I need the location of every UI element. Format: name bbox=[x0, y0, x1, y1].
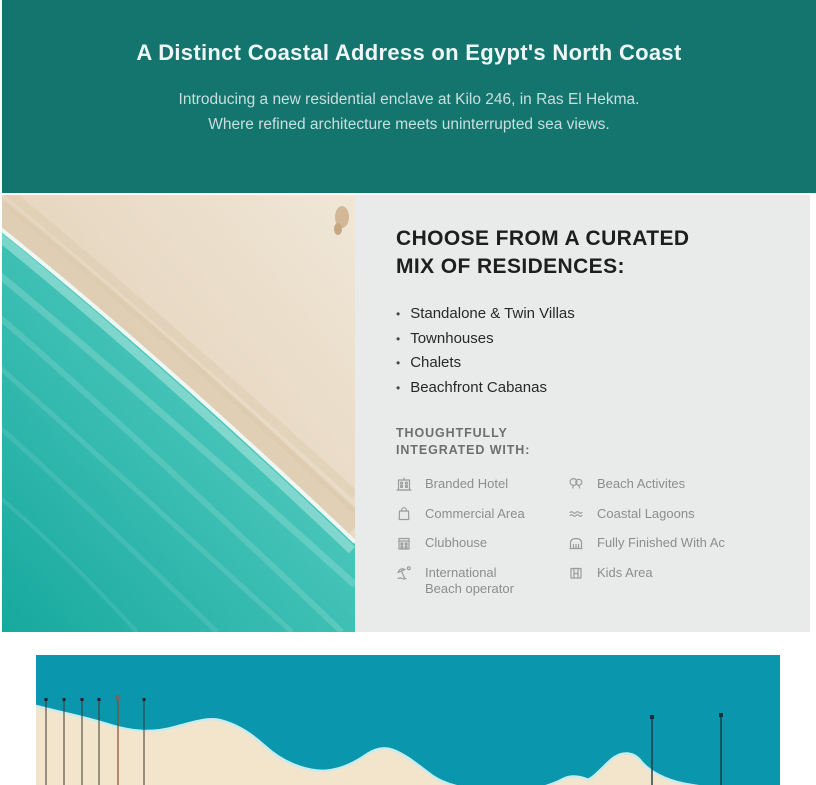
building-columns-icon bbox=[569, 537, 583, 550]
residence-label: Townhouses bbox=[410, 329, 494, 347]
info-panel: CHOOSE FROM A CURATED MIX OF RESIDENCES:… bbox=[355, 195, 810, 632]
amenity-label: International Beach operator bbox=[425, 564, 514, 597]
amenity-commercial-area: Commercial Area bbox=[396, 506, 568, 523]
balloons-icon bbox=[569, 477, 583, 489]
map-pin-icon bbox=[115, 695, 121, 700]
hotel-icon bbox=[396, 477, 412, 491]
amenities-grid: Branded Hotel Beach Activites Commercial… bbox=[396, 476, 780, 598]
amenity-label: Kids Area bbox=[597, 564, 653, 580]
aerial-beach-photo bbox=[2, 195, 355, 632]
amenity-clubhouse: Clubhouse bbox=[396, 535, 568, 552]
residences-list: • Standalone & Twin Villas • Townhouses … bbox=[396, 302, 780, 400]
waves-icon bbox=[569, 510, 583, 517]
amenity-beach-operator: International Beach operator bbox=[396, 565, 568, 598]
amenity-label: Clubhouse bbox=[425, 535, 488, 550]
map-pin-icon bbox=[719, 713, 723, 717]
residences-heading-line-1: CHOOSE FROM A CURATED bbox=[396, 227, 690, 250]
integrated-heading: THOUGHTFULLY INTEGRATED WITH: bbox=[396, 425, 780, 458]
amenity-coastal-lagoons: Coastal Lagoons bbox=[568, 506, 780, 523]
list-item: • Standalone & Twin Villas bbox=[396, 302, 780, 327]
residence-label: Standalone & Twin Villas bbox=[410, 305, 575, 322]
amenity-branded-hotel: Branded Hotel bbox=[396, 476, 568, 493]
residence-label: Chalets bbox=[410, 354, 462, 371]
amenity-fully-finished: Fully Finished With Ac bbox=[568, 535, 780, 552]
clubhouse-icon bbox=[398, 537, 410, 550]
map-pin-icon bbox=[80, 698, 84, 701]
shopping-bag-icon bbox=[398, 506, 410, 520]
coastline-map-art bbox=[36, 655, 780, 785]
integrated-heading-line-2: INTEGRATED WITH: bbox=[396, 442, 531, 457]
map-pin-group-left bbox=[44, 695, 146, 785]
header-banner: A Distinct Coastal Address on Egypt's No… bbox=[2, 0, 816, 193]
amenity-label: Beach Activites bbox=[597, 476, 686, 491]
residence-label: Beachfront Cabanas bbox=[410, 378, 547, 396]
bullet-icon: • bbox=[396, 356, 401, 370]
subtitle-line-1: Introducing a new residential enclave at… bbox=[178, 91, 640, 108]
subtitle-line-2: Where refined architecture meets uninter… bbox=[208, 116, 610, 133]
amenity-label: Branded Hotel bbox=[425, 476, 509, 491]
bullet-icon: • bbox=[396, 307, 401, 321]
header-subtitle: Introducing a new residential enclave at… bbox=[2, 87, 816, 137]
sand-object bbox=[335, 206, 349, 228]
list-item: • Chalets bbox=[396, 351, 780, 376]
list-item: • Townhouses bbox=[396, 327, 780, 352]
integrated-heading-line-1: THOUGHTFULLY bbox=[396, 426, 508, 440]
residences-heading: CHOOSE FROM A CURATED MIX OF RESIDENCES: bbox=[396, 225, 780, 280]
land-area bbox=[36, 707, 684, 785]
amenity-kids-area: Kids Area bbox=[568, 565, 780, 598]
masterplan-illustration bbox=[36, 655, 780, 785]
beach-umbrella-icon bbox=[397, 565, 411, 580]
list-item: • Beachfront Cabanas bbox=[396, 376, 780, 401]
playground-icon bbox=[570, 567, 582, 579]
bullet-icon: • bbox=[396, 331, 401, 346]
page-title: A Distinct Coastal Address on Egypt's No… bbox=[136, 40, 682, 65]
amenity-beach-activities: Beach Activites bbox=[568, 476, 780, 493]
amenity-label: Fully Finished With Ac bbox=[597, 535, 725, 550]
map-pin-icon bbox=[142, 698, 146, 701]
map-pin-icon bbox=[44, 698, 48, 701]
map-pin-group-right bbox=[650, 713, 723, 785]
amenity-label: Commercial Area bbox=[425, 505, 525, 521]
residences-heading-line-2: MIX OF RESIDENCES: bbox=[396, 254, 625, 278]
beach-photo-art bbox=[2, 195, 355, 632]
map-pin-icon bbox=[650, 715, 654, 719]
map-pin-icon bbox=[97, 698, 101, 701]
map-pin-icon bbox=[62, 698, 66, 701]
amenity-label: Coastal Lagoons bbox=[597, 505, 695, 521]
bullet-icon: • bbox=[396, 380, 401, 395]
